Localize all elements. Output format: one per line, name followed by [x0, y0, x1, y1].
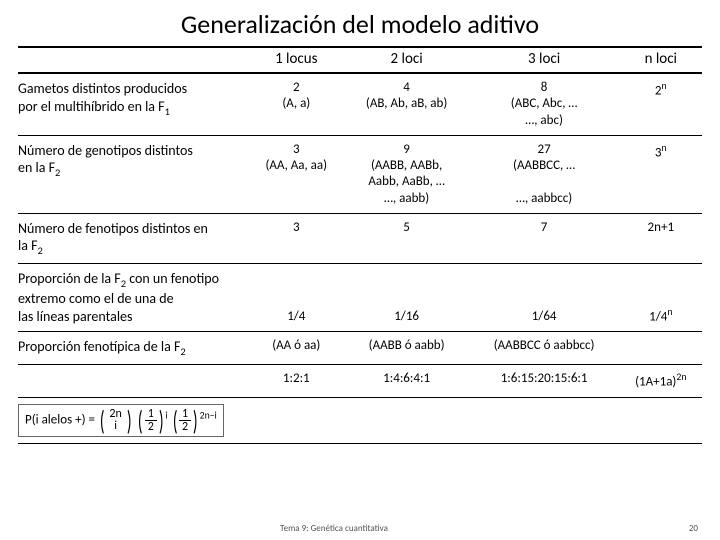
genotipos-c4a: 3	[655, 145, 662, 160]
half-frac: 12	[145, 408, 157, 433]
header-3loci: 3 loci	[469, 47, 620, 73]
genotipos-label-sub: 2	[55, 166, 60, 179]
extremo-label-1b: con un fenotipo	[126, 270, 219, 287]
footer-topic: Tema 9: Genética cuantitativa	[280, 523, 388, 534]
gametos-c4a: 2	[655, 83, 662, 98]
half-frac2: 12	[179, 408, 191, 433]
header-nloci: n loci	[620, 47, 702, 73]
gametos-c3b: (ABC, Abc, …	[511, 96, 578, 111]
fenotipos-c1: 3	[293, 220, 300, 235]
extremo-label-3: las líneas parentales	[18, 308, 132, 325]
genotipos-c3b: (AABBCC, …	[513, 158, 575, 173]
binom-frac: 2ni	[106, 408, 124, 432]
paren-close3-icon: )	[193, 408, 198, 433]
row-formula: P(i alelos +) = (2ni) (12)i (12)2n−i	[18, 397, 702, 443]
extremo-c2: 1/16	[394, 309, 419, 324]
genotipos-c3d: …, aabbcc)	[516, 191, 572, 206]
genotipos-c1a: 3	[293, 142, 300, 157]
extremo-c3: 1/64	[532, 309, 557, 324]
paren-close-icon: )	[127, 408, 132, 433]
gametos-c1b: (A, a)	[282, 96, 310, 111]
extremo-e1: (AA ó aa)	[272, 338, 320, 353]
gametos-c3a: 8	[541, 80, 548, 95]
row-proporcion: 1:2:1 1:4:6:4:1 1:6:15:20:15:6:1 (1A+1a)…	[18, 365, 702, 398]
proporcion-c2: 1:4:6:4:1	[383, 371, 430, 386]
proporcion-c4sup: 2n	[676, 371, 686, 383]
genotipos-label-1: Número de genotipos distintos	[18, 142, 193, 159]
extremo-e3: (AABBCC ó aabbcc)	[494, 338, 595, 353]
proporcion-c1: 1:2:1	[283, 371, 310, 386]
formula-box: P(i alelos +) = (2ni) (12)i (12)2n−i	[18, 404, 224, 437]
model-table: 1 locus 2 loci 3 loci n loci Gametos dis…	[18, 46, 702, 444]
proporcion-c3: 1:6:15:20:15:6:1	[501, 371, 588, 386]
paren-close2-icon: )	[159, 408, 164, 433]
extremo-c4sup: n	[667, 306, 672, 318]
genotipos-c4sup: n	[662, 142, 667, 154]
extremo-e2: (AABB ó aabb)	[369, 338, 445, 353]
formula-exp2: 2n−i	[200, 409, 217, 421]
header-blank	[18, 47, 248, 73]
genotipos-c2c: Aabb, AaBb, …	[368, 174, 444, 189]
header-2loci: 2 loci	[345, 47, 469, 73]
fenotipos-label-sub: 2	[38, 244, 43, 257]
extremo-label-2: extremo como el de una de	[18, 290, 174, 307]
fenotipos-c4: 2n+1	[648, 220, 674, 235]
row-extremo: Proporción de la F2 con un fenotipo extr…	[18, 264, 702, 332]
fenotipos-label-2: la F	[18, 237, 38, 254]
gametos-label-2: por el multihíbrido en la F	[18, 98, 165, 115]
paren-open2-icon: (	[138, 408, 143, 433]
slide-title: Generalización del modelo aditivo	[18, 8, 702, 40]
formula-exp1: i	[165, 409, 167, 421]
gametos-c3c: …, abc)	[525, 113, 563, 128]
genotipos-label-2: en la F	[18, 159, 55, 176]
gametos-label-sub: 1	[165, 104, 170, 117]
fenotipos-c2: 5	[403, 220, 410, 235]
paren-open3-icon: (	[172, 408, 177, 433]
extremo-c4a: 1/4	[649, 309, 667, 324]
fenotipos-c3: 7	[541, 220, 548, 235]
genotipos-c2d: …, aabb)	[384, 191, 429, 206]
genotipos-c2b: (AABB, AABb,	[371, 158, 442, 173]
row-gametos: Gametos distintos producidos por el mult…	[18, 73, 702, 135]
gametos-label-1: Gametos distintos producidos	[18, 80, 187, 97]
proporcion-label: Proporción fenotípica de la F	[18, 338, 180, 355]
extremo-c1: 1/4	[287, 309, 305, 324]
footer-page: 20	[689, 523, 698, 534]
row-fenotipos: Número de fenotipos distintos en la F2 3…	[18, 213, 702, 263]
genotipos-c3a: 27	[538, 142, 551, 157]
paren-open-icon: (	[100, 408, 105, 433]
proporcion-label-sub: 2	[180, 345, 185, 358]
gametos-c2b: (AB, Ab, aB, ab)	[366, 96, 447, 111]
proporcion-c4a: (1A+1a)	[635, 374, 676, 389]
fenotipos-label-1: Número de fenotipos distintos en	[18, 220, 208, 237]
row-genotipos: Número de genotipos distintos en la F2 3…	[18, 135, 702, 213]
header-1locus: 1 locus	[248, 47, 345, 73]
genotipos-c2a: 9	[403, 142, 410, 157]
gametos-c1a: 2	[293, 80, 300, 95]
row-extremo-examples: Proporción fenotípica de la F2 (AA ó aa)…	[18, 332, 702, 365]
genotipos-c1b: (AA, Aa, aa)	[265, 158, 327, 173]
formula-lhs: P(i alelos +) =	[25, 412, 95, 427]
gametos-c2a: 4	[403, 80, 410, 95]
gametos-c4sup: n	[662, 80, 667, 92]
extremo-label-1: Proporción de la F	[18, 270, 121, 287]
